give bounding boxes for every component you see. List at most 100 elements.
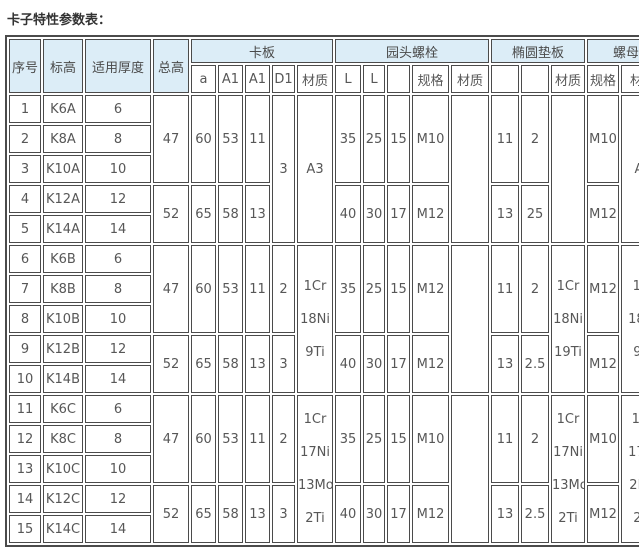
header-bolt-l2: L (363, 65, 386, 93)
table-row: 5 K14A 14 (9, 215, 639, 243)
nut-spec-cell: M10 (587, 95, 620, 183)
d1-cell: 2 (272, 245, 295, 333)
seq-cell: 14 (9, 485, 41, 513)
thickness-cell: 14 (85, 215, 151, 243)
mark-cell: K10B (43, 305, 83, 333)
header-pad-material: 材质 (551, 65, 586, 93)
mark-cell: K6A (43, 95, 83, 123)
header-bolt-material: 材质 (451, 65, 490, 93)
header-clamp-a: a (191, 65, 216, 93)
header-clamp-d1: D1 (272, 65, 295, 93)
mark-cell: K8B (43, 275, 83, 303)
mark-cell: K12C (43, 485, 83, 513)
nut-spec-cell: M12 (587, 335, 620, 393)
mark-cell: K12B (43, 335, 83, 363)
bolt-material-cell (451, 395, 490, 543)
thickness-cell: 10 (85, 305, 151, 333)
header-group-row: 序号 标高 适用厚度 总高 卡板 园头螺栓 椭圆垫板 螺母 (9, 39, 639, 93)
header-nut-spec: 规格 (587, 65, 620, 93)
a-cell: 60 (191, 395, 216, 483)
thickness-cell: 14 (85, 365, 151, 393)
mark-cell: K10C (43, 455, 83, 483)
l3-cell: 15 (387, 95, 411, 183)
thickness-cell: 12 (85, 335, 151, 363)
nut-spec-cell: M12 (587, 485, 620, 543)
pad-material-cell (551, 95, 586, 243)
table-row: 8 K10B 10 (9, 305, 639, 333)
pad-dim1-cell: 13 (491, 185, 520, 243)
l1-cell: 35 (335, 245, 362, 333)
table-row: 10 K14B 14 (9, 365, 639, 393)
thickness-cell: 14 (85, 515, 151, 543)
l2-cell: 25 (363, 245, 386, 333)
mark-cell: K14A (43, 215, 83, 243)
pad-dim2-cell: 2.5 (521, 335, 550, 393)
seq-cell: 9 (9, 335, 41, 363)
bolt-spec-cell: M12 (412, 335, 450, 393)
l1-cell: 40 (335, 185, 362, 243)
bolt-material-cell (451, 245, 490, 393)
seq-cell: 12 (9, 425, 41, 453)
table-row: 11 K6C 6 47 60 53 11 2 1Cr 17Ni 13Mo 2Ti… (9, 395, 639, 543)
table-row: 12 K8C 8 (9, 425, 639, 453)
bolt-spec-cell: M12 (412, 245, 450, 333)
pad-dim2-cell: 25 (521, 185, 550, 243)
bolt-material-cell (451, 95, 490, 243)
table-row: 9 K12B 12 52 65 58 13 3 40 30 17 M12 13 … (9, 335, 639, 393)
total-height-cell: 52 (153, 335, 189, 393)
seq-cell: 11 (9, 395, 41, 423)
l2-cell: 30 (363, 485, 386, 543)
l2-cell: 30 (363, 335, 386, 393)
thickness-cell: 6 (85, 395, 151, 423)
a1-cell: 58 (218, 185, 243, 243)
nut-material-cell: 1Cr 17Ni 2Mo 2Ti (621, 395, 639, 543)
l1-cell: 40 (335, 485, 362, 543)
l1-cell: 35 (335, 95, 362, 183)
header-clamp-material: 材质 (297, 65, 334, 93)
nut-spec-cell: M12 (587, 185, 620, 243)
pad-dim1-cell: 13 (491, 335, 520, 393)
pad-dim1-cell: 11 (491, 95, 520, 183)
header-pad-blank1 (491, 65, 520, 93)
pad-dim2-cell: 2 (521, 245, 550, 333)
a1-cell: 53 (218, 245, 243, 333)
total-height-cell: 52 (153, 185, 189, 243)
thickness-cell: 10 (85, 155, 151, 183)
a-cell: 65 (191, 335, 216, 393)
table-row: 7 K8B 8 (9, 275, 639, 303)
table-row: 2 K8A 8 (9, 125, 639, 153)
table-row: 4 K12A 12 52 65 58 13 40 30 17 M12 13 25… (9, 185, 639, 243)
seq-cell: 7 (9, 275, 41, 303)
d1-cell: 2 (272, 395, 295, 483)
header-bolt-l1: L (335, 65, 362, 93)
mark-cell: K14C (43, 515, 83, 543)
pad-dim1-cell: 11 (491, 395, 520, 483)
nut-spec-cell: M10 (587, 395, 620, 483)
l2-cell: 30 (363, 185, 386, 243)
pad-material-cell: 1Cr 17Ni 13Mo 2Ti (551, 395, 586, 543)
a1-cell: 53 (218, 395, 243, 483)
total-height-cell: 52 (153, 485, 189, 543)
mark-cell: K6B (43, 245, 83, 273)
header-sub-row: a A1 A1 D1 材质 L L 规格 材质 材质 规格 材质 (9, 65, 639, 93)
a1-cell: 58 (218, 335, 243, 393)
total-height-cell: 47 (153, 245, 189, 333)
pad-dim1-cell: 13 (491, 485, 520, 543)
pad-material-cell: 1Cr 18Ni 19Ti (551, 245, 586, 393)
d1-cell: 3 (272, 335, 295, 393)
seq-cell: 8 (9, 305, 41, 333)
l1-cell: 35 (335, 395, 362, 483)
mark-cell: K10A (43, 155, 83, 183)
d1-cell: 3 (272, 95, 295, 243)
mark-cell: K12A (43, 185, 83, 213)
a1-cell: 58 (218, 485, 243, 543)
table-row: 1 K6A 6 47 60 53 11 3 A3 35 25 15 M10 11… (9, 95, 639, 243)
pad-dim2-cell: 2 (521, 395, 550, 483)
thickness-cell: 8 (85, 275, 151, 303)
header-nut-material: 材质 (621, 65, 639, 93)
a-cell: 65 (191, 485, 216, 543)
l3-cell: 17 (387, 485, 411, 543)
nut-material-cell: 1cr 18Ni 9Ti (621, 245, 639, 393)
thickness-cell: 10 (85, 455, 151, 483)
seq-cell: 5 (9, 215, 41, 243)
